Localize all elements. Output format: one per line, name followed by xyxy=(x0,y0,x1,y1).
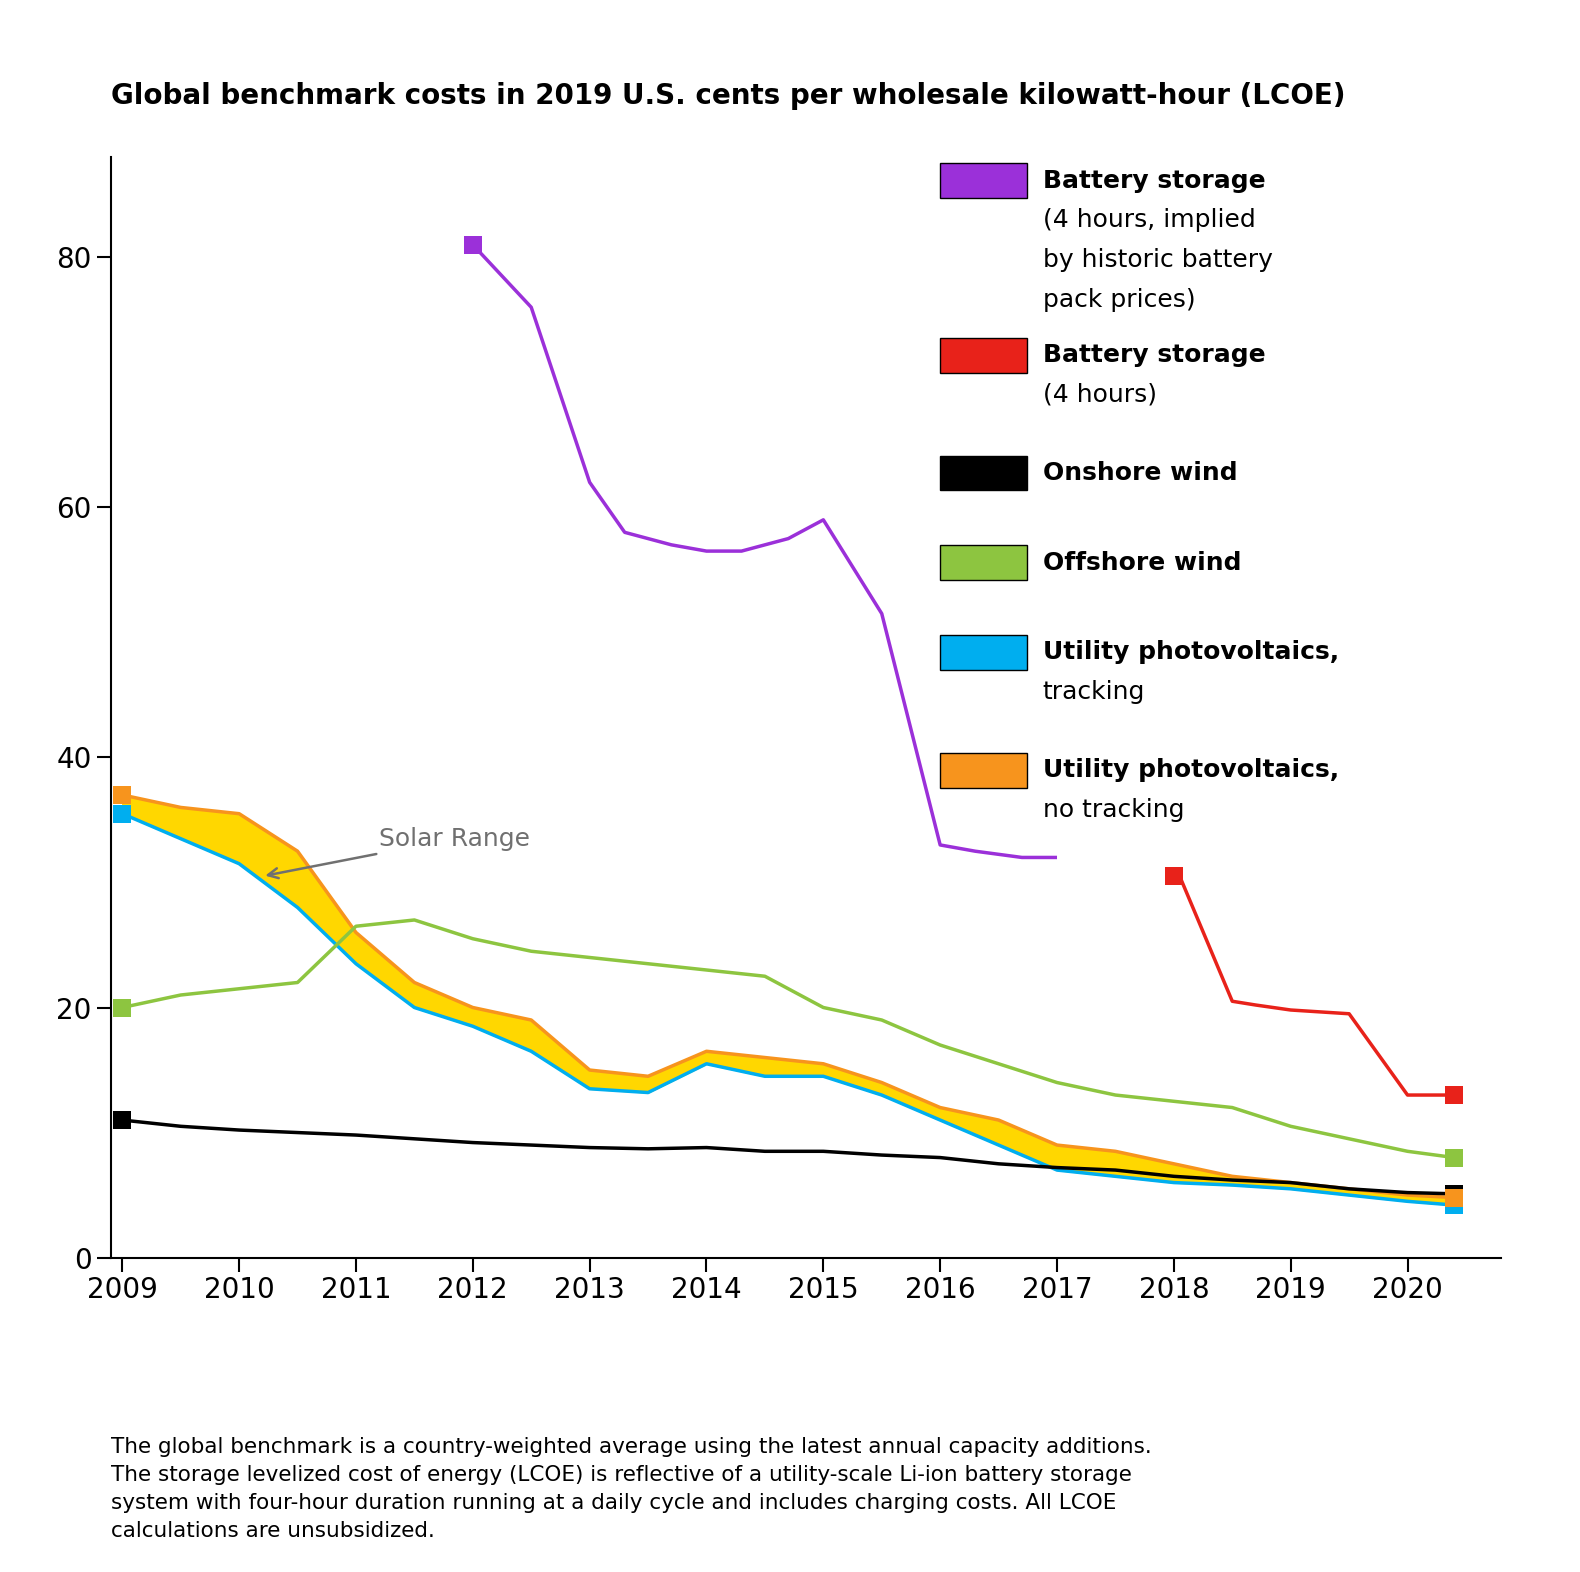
Point xyxy=(1161,863,1187,888)
Point xyxy=(109,802,134,827)
Text: tracking: tracking xyxy=(1043,681,1145,704)
Text: pack prices): pack prices) xyxy=(1043,288,1196,311)
Point xyxy=(1441,1181,1466,1206)
Text: Utility photovoltaics,: Utility photovoltaics, xyxy=(1043,640,1338,665)
Point xyxy=(109,995,134,1020)
Text: (4 hours): (4 hours) xyxy=(1043,384,1157,407)
Text: Battery storage: Battery storage xyxy=(1043,343,1266,368)
Text: The global benchmark is a country-weighted average using the latest annual capac: The global benchmark is a country-weight… xyxy=(111,1437,1152,1541)
Point xyxy=(1441,1083,1466,1108)
Text: Offshore wind: Offshore wind xyxy=(1043,550,1242,575)
Text: (4 hours, implied: (4 hours, implied xyxy=(1043,209,1256,233)
Text: Solar Range: Solar Range xyxy=(269,827,531,879)
Text: Battery storage: Battery storage xyxy=(1043,168,1266,193)
Point xyxy=(1441,1193,1466,1218)
Point xyxy=(109,1107,134,1132)
Text: Onshore wind: Onshore wind xyxy=(1043,461,1237,486)
Point xyxy=(1441,1185,1466,1210)
Point xyxy=(109,783,134,808)
Point xyxy=(1441,1144,1466,1170)
Text: Global benchmark costs in 2019 U.S. cents per wholesale kilowatt-hour (LCOE): Global benchmark costs in 2019 U.S. cent… xyxy=(111,82,1345,110)
Text: no tracking: no tracking xyxy=(1043,799,1185,822)
Text: Utility photovoltaics,: Utility photovoltaics, xyxy=(1043,758,1338,783)
Point xyxy=(460,233,485,258)
Text: by historic battery: by historic battery xyxy=(1043,248,1272,272)
